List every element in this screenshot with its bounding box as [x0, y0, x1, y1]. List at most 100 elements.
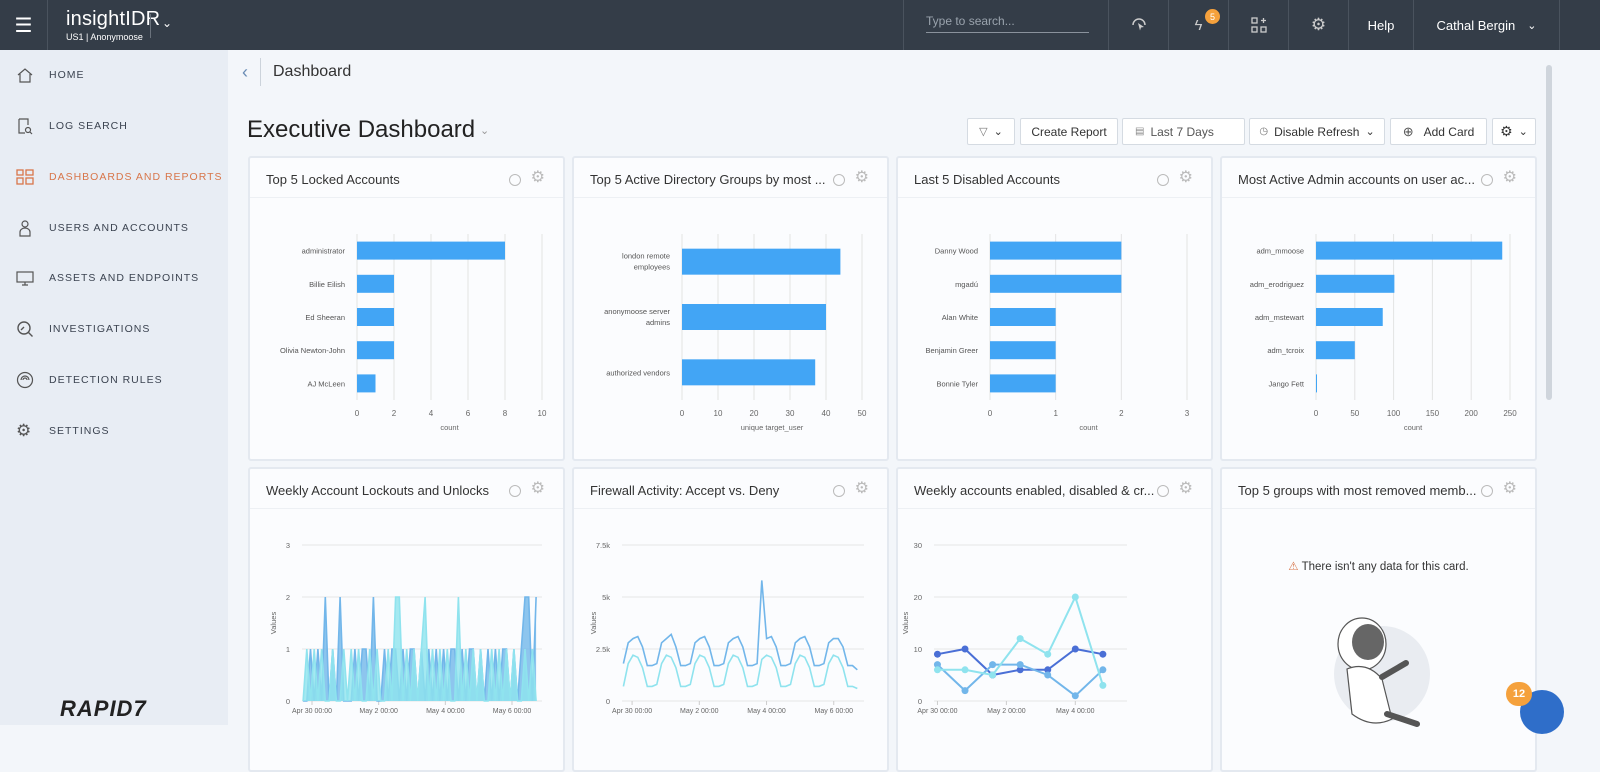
dashboard-card: Firewall Activity: Accept vs. Deny ⚙ 0 2.5k… [572, 467, 889, 772]
card-settings-gear-icon[interactable]: ⚙ [1502, 169, 1517, 186]
dashboard-card: Last 5 Disabled Accounts ⚙ 0 1 2 3 count Danny … [896, 156, 1213, 461]
bar [357, 374, 376, 393]
sidebar-item-detection-rules[interactable]: DETECTION RULES [0, 360, 228, 400]
create-report-button[interactable]: Create Report [1020, 118, 1118, 145]
x-axis-label: count [1079, 423, 1098, 432]
card-title[interactable]: Top 5 groups with most removed memb... [1238, 483, 1477, 498]
y-axis-label: Values [269, 612, 278, 635]
data-point [1071, 645, 1079, 653]
clock-icon[interactable] [1481, 485, 1493, 497]
page-title[interactable]: Executive Dashboard [247, 116, 476, 143]
card-settings-gear-icon[interactable]: ⚙ [530, 480, 545, 497]
clock-icon[interactable] [833, 174, 845, 186]
dashboard-card: Top 5 groups with most removed memb... ⚙ ⚠… [1220, 467, 1537, 772]
sidebar-item-users-and-accounts[interactable]: USERS AND ACCOUNTS [0, 208, 228, 248]
sidebar-item-settings[interactable]: ⚙ SETTINGS [0, 411, 228, 451]
chevron-down-icon: ⌄ [993, 126, 1003, 138]
x-tick-label: 8 [503, 409, 508, 418]
card-title[interactable]: Top 5 Locked Accounts [266, 172, 400, 187]
help-button[interactable]: Help [1348, 0, 1413, 50]
add-card-button[interactable]: ⊕ Add Card [1390, 118, 1487, 145]
menu-button[interactable]: ☰ [0, 0, 48, 50]
sidebar-item-log-search[interactable]: LOG SEARCH [0, 106, 228, 146]
card-settings-gear-icon[interactable]: ⚙ [1502, 480, 1517, 497]
search-input[interactable]: Type to search... [926, 14, 1089, 33]
x-tick-label: 0 [1314, 409, 1319, 418]
sidebar-item-dashboards-and-reports[interactable]: DASHBOARDS AND REPORTS [0, 157, 228, 197]
settings-button[interactable]: ⚙ [1288, 0, 1348, 50]
home-icon [17, 68, 33, 83]
app-name: insightIDR [66, 8, 161, 30]
y-tick-label: 20 [914, 593, 922, 602]
sidebar-item-label: ASSETS AND ENDPOINTS [49, 272, 200, 284]
x-tick-label: May 2 00:00 [359, 708, 398, 715]
card-title[interactable]: Most Active Admin accounts on user ac... [1238, 172, 1476, 187]
card-title[interactable]: Top 5 Active Directory Groups by most ..… [590, 172, 826, 187]
notifications-button[interactable]: ϟ 5 [1168, 0, 1228, 50]
x-axis-label: count [1404, 423, 1423, 432]
category-label: Bonnie Tyler [936, 379, 978, 388]
x-tick-label: 4 [429, 409, 434, 418]
card-settings-gear-icon[interactable]: ⚙ [530, 169, 545, 186]
bar [1316, 374, 1317, 393]
chevron-down-icon[interactable]: ⌄ [480, 125, 490, 137]
data-point [933, 650, 941, 658]
card-settings-gear-icon[interactable]: ⚙ [1178, 169, 1193, 186]
card-title[interactable]: Weekly accounts enabled, disabled & cr..… [914, 483, 1155, 498]
card-header: Top 5 Active Directory Groups by most ..… [574, 158, 887, 198]
x-tick-label: May 4 00:00 [426, 708, 465, 715]
chevron-down-icon: ⌄ [1518, 126, 1528, 138]
card-settings-gear-icon[interactable]: ⚙ [1178, 480, 1193, 497]
data-point [1071, 692, 1079, 700]
y-tick-label: 10 [914, 645, 922, 654]
card-settings-gear-icon[interactable]: ⚙ [854, 480, 869, 497]
refresh-dropdown[interactable]: ◷ Disable Refresh ⌄ [1249, 118, 1385, 145]
data-point [961, 645, 969, 653]
bar [682, 248, 841, 275]
clock-icon[interactable] [833, 485, 845, 497]
x-tick-label: 250 [1503, 409, 1517, 418]
user-menu[interactable]: Cathal Bergin ⌄ [1413, 0, 1560, 50]
back-chevron-icon[interactable]: ‹ [242, 61, 248, 82]
sidebar-item-label: INVESTIGATIONS [49, 323, 151, 335]
category-label: authorized vendors [606, 368, 670, 377]
clock-icon[interactable] [509, 174, 521, 186]
plus-circle-icon: ⊕ [1402, 123, 1414, 139]
activity-button[interactable] [1108, 0, 1168, 50]
clock-icon[interactable] [509, 485, 521, 497]
sidebar-item-home[interactable]: HOME [0, 55, 228, 95]
app-logo[interactable]: insightIDR US1 | Anonymoose [66, 8, 160, 42]
clock-icon[interactable] [1157, 485, 1169, 497]
card-title[interactable]: Weekly Account Lockouts and Unlocks [266, 483, 490, 498]
scrollbar[interactable] [1546, 65, 1552, 400]
bar [990, 308, 1056, 326]
sidebar-item-investigations[interactable]: INVESTIGATIONS [0, 309, 228, 349]
x-tick-label: 40 [822, 409, 831, 418]
radar-cursor-icon [1131, 18, 1146, 31]
category-label: Alan White [942, 313, 978, 322]
data-point [1099, 681, 1107, 689]
sidebar-item-assets-and-endpoints[interactable]: ASSETS AND ENDPOINTS [0, 258, 228, 298]
clock-icon[interactable] [1157, 174, 1169, 186]
card-title[interactable]: Last 5 Disabled Accounts [914, 172, 1060, 187]
investigation-icon [17, 321, 33, 337]
x-tick-label: Apr 30 00:00 [612, 708, 652, 715]
filter-button[interactable]: ▽ ⌄ [967, 118, 1015, 145]
sidebar-item-label: LOG SEARCH [49, 120, 128, 132]
category-label: mgadú [955, 280, 978, 289]
clock-icon: ◷ [1259, 126, 1269, 137]
y-tick-label: 1 [286, 645, 290, 654]
bar [682, 359, 816, 386]
notification-badge: 5 [1205, 9, 1220, 24]
dashboard-settings-dropdown[interactable]: ⚙ ⌄ [1492, 118, 1536, 145]
card-header: Top 5 groups with most removed memb... ⚙ [1222, 469, 1535, 509]
date-range-picker[interactable]: ▤ Last 7 Days [1122, 118, 1245, 145]
y-tick-label: 3 [286, 541, 290, 550]
sidebar: HOME LOG SEARCH DASHBOARDS AND REPORTS U… [0, 50, 228, 725]
card-settings-gear-icon[interactable]: ⚙ [854, 169, 869, 186]
apps-button[interactable] [1228, 0, 1288, 50]
card-title[interactable]: Firewall Activity: Accept vs. Deny [590, 483, 780, 498]
bar [1316, 241, 1503, 260]
clock-icon[interactable] [1481, 174, 1493, 186]
org-switch-chevron-icon[interactable]: ⌄ [162, 16, 173, 30]
